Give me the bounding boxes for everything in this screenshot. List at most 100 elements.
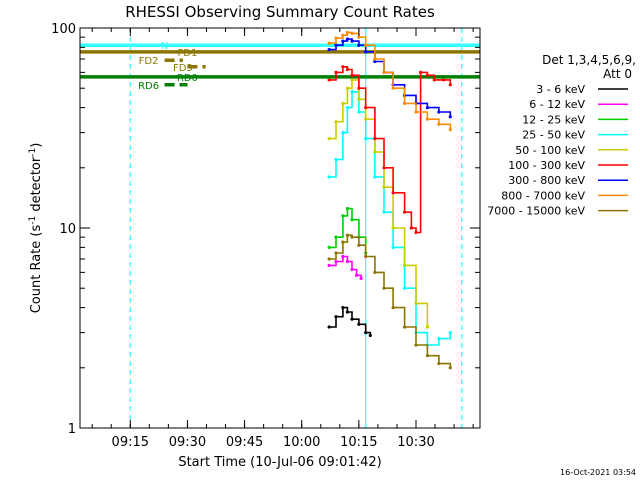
data-point	[341, 240, 345, 244]
data-point	[359, 276, 363, 280]
data-point	[402, 263, 407, 268]
data-point	[364, 136, 368, 141]
data-point	[341, 39, 345, 43]
flag-label-rd6: RD6	[138, 81, 159, 92]
legend: Det 1,3,4,5,6,9, Att 0 3 - 6 keV 6 - 12 k…	[487, 53, 636, 218]
data-point	[418, 70, 423, 74]
data-point	[414, 343, 418, 347]
data-point	[409, 226, 414, 230]
data-point	[341, 33, 345, 37]
data-point	[350, 218, 354, 222]
data-point	[391, 305, 395, 310]
data-point	[391, 86, 395, 90]
data-point	[448, 128, 452, 132]
flag-label-rd0: RD0	[177, 73, 198, 84]
data-point	[373, 136, 377, 141]
data-point	[345, 30, 350, 35]
data-point	[425, 325, 430, 329]
data-point	[327, 136, 331, 141]
legend-title: Det 1,3,4,5,6,9,	[542, 53, 636, 67]
data-point	[350, 73, 354, 77]
data-point	[357, 322, 361, 326]
data-point	[448, 330, 452, 335]
data-point	[334, 251, 338, 255]
data-point	[350, 90, 354, 94]
y-tick-label: 10	[59, 222, 76, 237]
data-point	[357, 35, 361, 39]
data-point	[341, 65, 345, 69]
data-point	[364, 330, 368, 335]
legend-label: 7000 - 15000 keV	[487, 205, 585, 218]
data-point	[382, 70, 386, 74]
data-point	[402, 286, 407, 290]
y-axis-label-part1: Count Rate (s	[29, 225, 44, 314]
flag-label-fd2: FD2	[139, 56, 159, 67]
data-point	[345, 310, 350, 314]
data-point	[391, 191, 395, 195]
data-point	[373, 270, 377, 274]
data-point	[327, 41, 331, 45]
data-point	[414, 230, 418, 235]
data-point	[341, 214, 345, 218]
data-point	[334, 70, 338, 74]
x-tick-label: 09:15	[112, 435, 149, 450]
data-point	[345, 86, 350, 90]
data-point	[364, 50, 368, 54]
data-point	[354, 273, 359, 277]
data-point	[382, 210, 386, 214]
data-point	[373, 59, 377, 64]
data-point	[341, 101, 345, 105]
data-point	[437, 361, 441, 366]
data-point	[432, 78, 436, 82]
data-point	[350, 317, 354, 321]
data-point	[334, 120, 338, 124]
data-point	[448, 83, 452, 87]
data-point	[357, 86, 361, 90]
data-point	[364, 43, 368, 47]
data-point	[334, 36, 338, 40]
chart-title: RHESSI Observing Summary Count Rates	[125, 3, 435, 21]
x-tick-label: 09:45	[226, 435, 263, 450]
data-point	[425, 73, 430, 77]
data-point	[368, 333, 372, 338]
data-point	[341, 130, 345, 135]
y-tick-label: 100	[51, 22, 76, 37]
data-point	[382, 185, 386, 189]
data-point	[345, 259, 350, 264]
data-point	[437, 336, 441, 341]
data-point	[414, 110, 418, 114]
data-point	[441, 78, 446, 82]
legend-label: 300 - 800 keV	[508, 174, 585, 187]
data-point	[382, 286, 386, 290]
x-axis-label: Start Time (10-Jul-06 09:01:42)	[178, 455, 381, 470]
series-line-0	[329, 306, 372, 336]
data-point	[364, 117, 368, 121]
flag-label-fd1: FD1	[178, 48, 198, 59]
y-axis-label-sup2: -1	[28, 148, 38, 157]
data-point	[345, 67, 350, 72]
data-point	[345, 105, 350, 110]
data-point	[345, 37, 350, 41]
x-axis-ticks: 09:15 09:30 09:45 10:00 10:15 10:30	[91, 28, 474, 450]
y-tick-label: 1	[68, 422, 76, 437]
legend-label: 6 - 12 keV	[529, 98, 585, 111]
data-point	[448, 115, 452, 119]
data-point	[334, 315, 338, 319]
data-point	[350, 267, 354, 272]
data-point	[425, 105, 430, 110]
legend-label: 50 - 100 keV	[515, 144, 585, 157]
legend-subtitle: Att 0	[603, 67, 632, 81]
data-point	[350, 39, 354, 43]
data-point	[357, 110, 361, 114]
legend-label: 800 - 7000 keV	[501, 189, 585, 202]
x-tick-label: 10:15	[340, 435, 377, 450]
data-point	[364, 105, 368, 110]
y-axis-label: Count Rate (s-1 detector-1)	[28, 143, 44, 314]
data-point	[345, 207, 350, 211]
data-point	[341, 305, 345, 310]
data-point	[402, 325, 407, 329]
y-axis-label-part3: )	[29, 143, 44, 148]
